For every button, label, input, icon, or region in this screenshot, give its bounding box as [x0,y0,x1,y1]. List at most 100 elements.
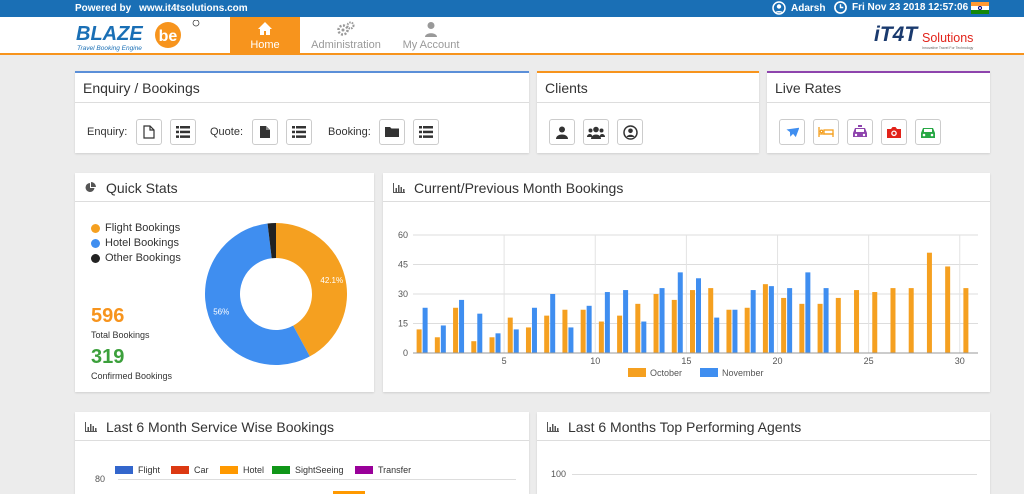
confirmed-bookings-value: 319 [91,346,125,368]
y-tick: 80 [95,474,106,484]
bookings-donut-chart: 42.1% 56% [205,223,347,365]
svg-text:iT4T: iT4T [874,23,919,46]
user-menu[interactable]: Adarsh [772,1,825,15]
panel-title: Quick Stats [106,180,178,196]
taxi-icon [853,125,867,137]
bar-november-19 [750,290,756,353]
bar-october-19 [744,307,750,353]
bar-november-6 [513,329,519,353]
total-bookings-label: Total Bookings [91,330,150,340]
hotel-rates-button[interactable] [813,119,839,145]
live-rates-panel: Live Rates [767,71,990,153]
nav-my-account[interactable]: My Account [396,17,466,53]
bar-october-30 [945,266,951,353]
svg-text:Innovative Travel For Technolo: Innovative Travel For Technology [922,46,974,50]
powered-by: Powered by www.it4tsolutions.com [75,3,248,14]
bar-october-8 [544,315,550,353]
client-group-button[interactable] [583,119,609,145]
legend-label: October [650,368,682,378]
list-icon [419,126,433,138]
bar-november-4 [477,313,483,353]
bar-october-6 [507,317,513,353]
legend-sightseeing: SightSeeing [272,465,344,475]
legend-car: Car [171,465,209,475]
quick-stats-panel: Quick Stats Flight Bookings Hotel Bookin… [75,173,374,392]
user-icon [556,126,568,139]
user-icon [772,1,786,15]
file-icon [260,126,270,138]
quote-label: Quote: [210,126,244,138]
y-tick: 100 [551,469,567,479]
booking-list-button[interactable] [413,119,439,145]
x-tick-label: 15 [681,356,691,366]
legend-flight: Flight Bookings [91,222,180,234]
panel-title: Enquiry / Bookings [83,80,200,96]
bar-october-23 [817,303,823,353]
legend-hotel: Hotel Bookings [91,237,179,249]
bar-october-17 [708,288,714,353]
panel-title: Last 6 Months Top Performing Agents [568,419,802,435]
service-wise-panel: Last 6 Month Service Wise Bookings Fligh… [75,412,529,494]
car-icon [921,127,935,138]
confirmed-bookings-label: Confirmed Bookings [91,371,173,381]
y-tick-label: 30 [398,289,408,299]
bar-november-9 [568,327,574,353]
legend-swatch [628,368,646,377]
new-quote-button[interactable] [252,119,278,145]
flight-rates-button[interactable] [779,119,805,145]
bar-october-10 [580,309,586,353]
bar-october-29 [926,252,932,353]
nav-administration[interactable]: Administration [309,17,383,53]
svg-text:BLAZE: BLAZE [76,23,143,45]
legend-flight: Flight [115,465,160,475]
bar-october-4 [471,341,477,353]
enquiry-bookings-panel: Enquiry / Bookings Enquiry: Quote: Booki… [75,71,529,153]
panel-title: Current/Previous Month Bookings [414,180,624,196]
bar-november-8 [550,294,556,353]
camera-icon [887,126,901,138]
bar-november-1 [422,307,428,353]
header: BLAZE be Travel Booking Engine Home Admi… [0,17,1024,55]
transfer-rates-button[interactable] [915,119,941,145]
bar-october-15 [671,299,677,353]
y-tick-label: 0 [403,348,408,358]
sightseeing-rates-button[interactable] [881,119,907,145]
bar-november-17 [714,317,720,353]
panel-title: Live Rates [775,80,842,96]
y-tick-label: 60 [398,230,408,240]
nav-home[interactable]: Home [230,17,300,53]
panel-title: Clients [545,80,588,96]
total-bookings-value: 596 [91,305,125,327]
bar-october-13 [635,303,641,353]
india-flag-icon[interactable] [971,2,989,14]
datetime-text: Fri Nov 23 2018 12:57:06 [852,2,969,13]
client-account-button[interactable] [617,119,643,145]
bar-october-11 [598,321,604,353]
file-icon [143,125,155,139]
user-name: Adarsh [791,2,826,14]
svg-text:be: be [159,28,178,45]
new-booking-button[interactable] [379,119,405,145]
bar-october-20 [762,284,768,353]
x-tick-label: 20 [773,356,783,366]
list-icon [292,126,306,138]
bar-october-27 [890,288,896,353]
top-agents-panel: Last 6 Months Top Performing Agents 100 [537,412,990,494]
new-enquiry-button[interactable] [136,119,162,145]
bar-october-21 [781,297,787,353]
client-user-button[interactable] [549,119,575,145]
datetime: Fri Nov 23 2018 12:57:06 [834,1,968,14]
bar-october-3 [453,307,459,353]
bar-chart-icon [393,183,405,193]
bar-october-28 [908,288,914,353]
legend-other: Other Bookings [91,252,181,264]
quote-list-button[interactable] [286,119,312,145]
enquiry-list-button[interactable] [170,119,196,145]
donut-slice-label: 42.1% [320,276,343,285]
blazebe-logo[interactable]: BLAZE be Travel Booking Engine [76,19,202,53]
site-link[interactable]: www.it4tsolutions.com [139,3,248,14]
bar-october-16 [690,290,695,353]
svg-text:Solutions: Solutions [922,31,973,45]
user-icon [425,22,437,37]
car-rates-button[interactable] [847,119,873,145]
